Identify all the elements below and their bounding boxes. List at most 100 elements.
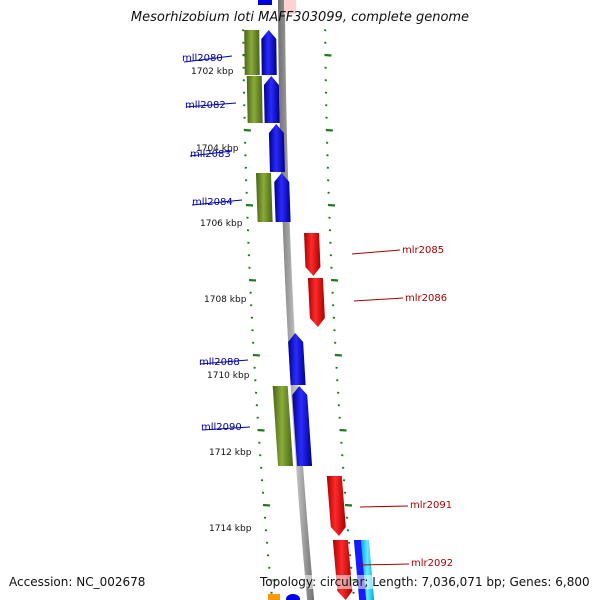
accession-text: Accession: NC_002678 [9, 575, 146, 589]
inner-scale-tick [258, 441, 261, 444]
gene-mlr2085 [304, 233, 321, 276]
outer-scale-tick [332, 316, 336, 319]
outer-scale-tick [328, 216, 331, 219]
leader-line [201, 426, 251, 431]
outer-scale-tick [335, 366, 338, 369]
outer-scale-tick [330, 278, 339, 282]
inner-scale-tick [241, 29, 245, 32]
inner-scale-tick [259, 454, 262, 457]
leader-line [359, 563, 410, 566]
outer-scale-tick [324, 66, 327, 69]
inner-scale-tick [257, 428, 265, 432]
gene-fragment-top [258, 0, 273, 5]
inner-scale-tick [251, 329, 254, 332]
orthology-block [246, 76, 263, 123]
gene-label-mll2084: mll2084 [192, 197, 233, 208]
inner-scale-tick [244, 166, 248, 169]
leader-line [351, 249, 401, 255]
inner-scale-tick [256, 416, 259, 419]
orange-feature [268, 594, 280, 600]
inner-scale-tick [246, 216, 249, 219]
gene-label-mll2082: mll2082 [185, 100, 226, 111]
inner-scale-tick [243, 141, 247, 144]
inner-scale-tick [266, 554, 270, 557]
outer-scale-tick [337, 404, 341, 407]
gene-label-mlr2091: mlr2091 [410, 500, 452, 511]
outer-scale-tick [323, 29, 327, 32]
gene-mlr2092 [332, 540, 353, 600]
outer-scale-tick [350, 566, 353, 569]
inner-scale-tick [244, 179, 248, 182]
inner-scale-tick [243, 116, 246, 119]
inner-scale-tick [242, 79, 246, 82]
outer-scale-tick [352, 591, 355, 594]
blue-feature-bottom [286, 594, 300, 600]
ruler-label: 1710 kbp [207, 371, 250, 381]
ruler-label: 1702 kbp [191, 67, 234, 77]
outer-scale-tick [341, 454, 344, 457]
inner-scale-tick [260, 479, 264, 482]
outer-scale-tick [325, 128, 333, 132]
leader-line [191, 199, 243, 206]
genome-summary-text: Topology: circular; Length: 7,036,071 bp… [260, 575, 590, 589]
inner-scale-tick [252, 353, 260, 357]
inner-scale-tick [268, 566, 271, 569]
ruler-label: 1706 kbp [200, 219, 243, 229]
inner-scale-tick [253, 366, 256, 369]
inner-scale-tick [265, 541, 269, 544]
outer-scale-tick [326, 154, 329, 157]
outer-scale-tick [339, 428, 347, 432]
inner-scale-tick [259, 466, 263, 469]
inner-scale-tick [243, 128, 251, 132]
outer-scale-tick [348, 554, 352, 557]
gene-label-mll2090: mll2090 [201, 422, 242, 433]
outer-scale-tick [324, 91, 328, 94]
inner-scale-tick [245, 203, 254, 207]
inner-scale-tick [248, 278, 257, 282]
inner-scale-tick [242, 41, 245, 44]
outer-scale-tick [333, 341, 337, 344]
outer-scale-tick [343, 491, 347, 494]
gene-mll2083 [268, 124, 285, 172]
inner-scale-tick [243, 104, 246, 107]
gene-label-mll2088: mll2088 [199, 357, 240, 368]
outer-scale-tick [327, 203, 336, 207]
outer-scale-tick [326, 179, 330, 182]
outer-scale-tick [328, 229, 332, 232]
outer-scale-tick [324, 53, 332, 57]
inner-scale-tick [251, 341, 255, 344]
inner-scale-tick [242, 91, 246, 94]
inner-scale-tick [244, 154, 247, 157]
leader-line [185, 102, 237, 108]
outer-scale-tick [338, 416, 341, 419]
inner-scale-tick [248, 266, 251, 269]
outer-scale-tick [331, 304, 335, 307]
inner-scale-tick [270, 591, 273, 594]
gene-label-mll2083: mll2083 [190, 149, 231, 160]
outer-scale-tick [344, 503, 353, 507]
outer-scale-tick [327, 191, 330, 194]
leader-line [353, 297, 404, 302]
inner-scale-tick [262, 503, 271, 507]
inner-scale-tick [255, 404, 259, 407]
feature-layer [244, 0, 375, 600]
pink-feature-top [284, 0, 297, 14]
outer-scale-tick [336, 379, 339, 382]
inner-scale-tick [264, 529, 268, 532]
inner-scale-tick [249, 304, 253, 307]
inner-scale-tick [247, 241, 250, 244]
inner-scale-tick [247, 254, 251, 257]
outer-scale-tick [324, 79, 328, 82]
label-layer: 1702 kbp 1704 kbp 1706 kbp 1708 kbp 1710 kbp… [182, 53, 453, 569]
gene-mlr2086 [307, 278, 325, 327]
inner-scale-tick [246, 229, 250, 232]
backbone-layer [278, 0, 315, 600]
ruler-label: 1712 kbp [209, 448, 252, 458]
outer-scale-tick [324, 41, 327, 44]
outer-scale-tick [341, 466, 345, 469]
outer-scale-tick [330, 266, 333, 269]
inner-scale-tick [245, 191, 248, 194]
inner-scale-tick [261, 491, 265, 494]
map-title: Mesorhizobium loti MAFF303099, complete … [130, 10, 470, 25]
